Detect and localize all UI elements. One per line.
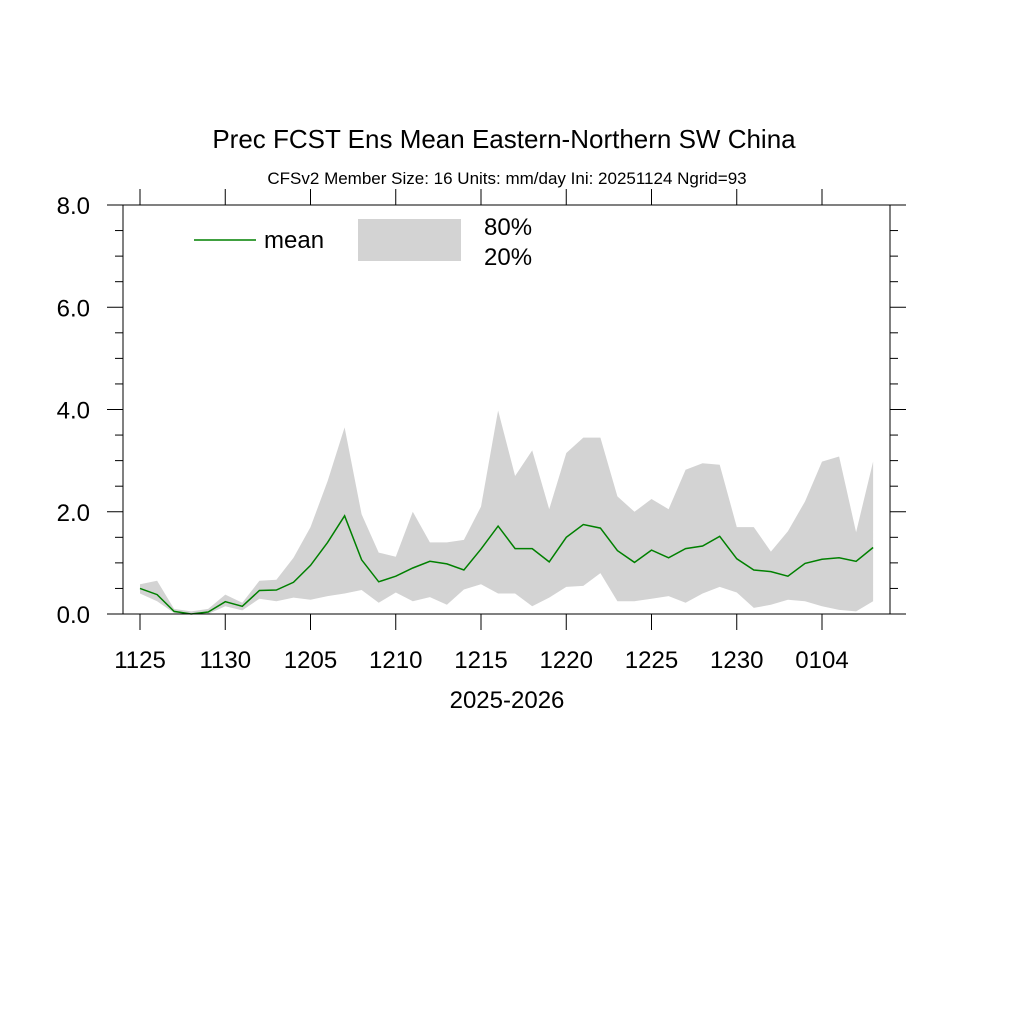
- legend-band-swatch: [358, 219, 461, 261]
- x-axis-label: 2025-2026: [450, 687, 565, 714]
- y-tick-label: 4.0: [57, 398, 90, 425]
- x-tick-label: 1225: [625, 647, 678, 674]
- percentile-band-area: [140, 410, 874, 614]
- x-tick-label: 1215: [454, 647, 507, 674]
- y-tick-label: 8.0: [57, 193, 90, 220]
- legend-mean-label: mean: [264, 227, 324, 254]
- chart-title: Prec FCST Ens Mean Eastern-Northern SW C…: [212, 124, 796, 154]
- y-tick-label: 2.0: [57, 500, 90, 527]
- x-tick-label: 1220: [540, 647, 593, 674]
- x-tick-label: 1230: [710, 647, 763, 674]
- x-tick-label: 1125: [114, 647, 166, 674]
- legend: mean 80% 20%: [194, 214, 532, 271]
- x-tick-label: 1130: [199, 647, 251, 674]
- x-tick-label: 1210: [369, 647, 422, 674]
- legend-band-upper-label: 80%: [484, 214, 532, 241]
- legend-band-lower-label: 20%: [484, 244, 532, 271]
- y-tick-label: 0.0: [57, 602, 90, 629]
- axes-layer: 0.0 2.0 4.0 6.0 8.0 1125 1130 1205 1210 1215 1220 1…: [57, 189, 906, 674]
- series-line-mean: [139, 514, 874, 615]
- percentile-band-layer: [140, 410, 874, 614]
- chart-subtitle: CFSv2 Member Size: 16 Units: mm/day Ini:…: [267, 169, 746, 188]
- x-tick-label: 0104: [795, 647, 848, 674]
- x-tick-label: 1205: [284, 647, 337, 674]
- y-tick-label: 6.0: [57, 295, 90, 322]
- mean-line-layer: [139, 514, 874, 615]
